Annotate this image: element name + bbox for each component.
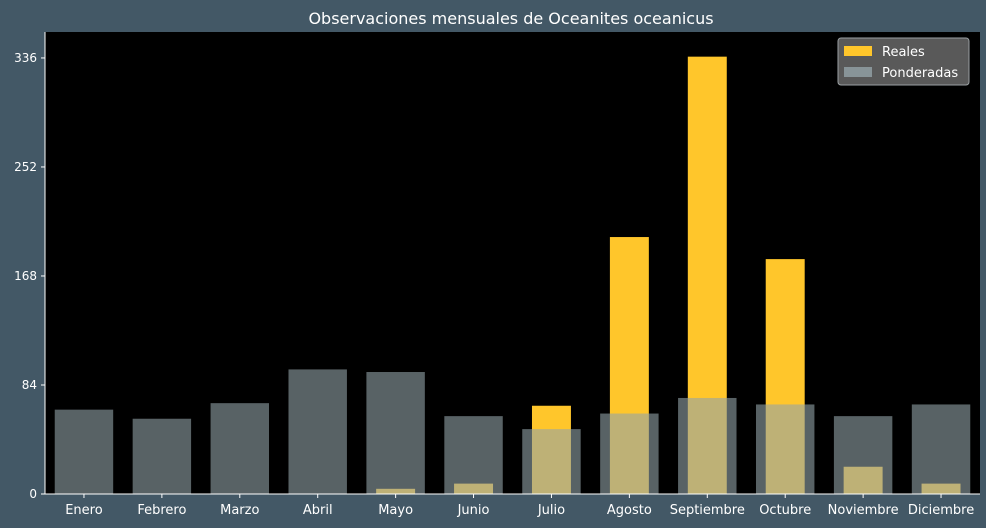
legend-label-reales: Reales: [882, 45, 925, 60]
x-axis: Enero Febrero Marzo Abril Mayo Junio Julio Agos…: [45, 493, 980, 518]
x-tick-label-julio: Julio: [537, 503, 565, 518]
x-tick-label-noviembre: Noviembre: [828, 503, 899, 518]
x-tick-label-febrero: Febrero: [137, 503, 186, 518]
bar-ponderadas-mayo: [366, 372, 425, 494]
bar-ponderadas-septiembre: [678, 397, 737, 494]
bar-ponderadas-noviembre: [833, 416, 893, 494]
bar-ponderadas-julio: [522, 429, 581, 494]
x-tick-label-marzo: Marzo: [220, 503, 259, 518]
x-tick-label-agosto: Agosto: [607, 503, 652, 518]
legend-label-ponderadas: Ponderadas: [882, 66, 958, 81]
bar-ponderadas-agosto: [600, 413, 659, 494]
x-tick-label-diciembre: Diciembre: [908, 503, 974, 518]
plot-area: [45, 32, 980, 494]
legend-swatch-reales: [844, 46, 872, 56]
chart-title: Observaciones mensuales de Oceanites oce…: [308, 9, 713, 28]
series-ponderadas-bars: [54, 369, 971, 494]
bar-ponderadas-febrero: [132, 418, 192, 494]
bar-ponderadas-octubre: [755, 404, 815, 494]
legend-swatch-ponderadas: [844, 67, 872, 77]
y-tick-label: 252: [14, 160, 37, 174]
y-tick-label: 168: [14, 269, 37, 283]
y-tick-label: 0: [29, 487, 37, 501]
bar-ponderadas-junio: [444, 416, 503, 494]
x-tick-label-abril: Abril: [303, 503, 333, 518]
bar-ponderadas-marzo: [210, 403, 270, 494]
y-tick-label: 84: [22, 378, 37, 392]
legend: Reales Ponderadas: [837, 37, 970, 86]
x-tick-label-enero: Enero: [65, 503, 103, 518]
x-tick-label-mayo: Mayo: [378, 503, 413, 518]
bar-ponderadas-enero: [54, 409, 114, 494]
x-tick-label-octubre: Octubre: [759, 503, 811, 518]
x-tick-label-junio: Junio: [457, 503, 490, 518]
x-tick-label-septiembre: Septiembre: [670, 503, 745, 518]
bar-ponderadas-abril: [288, 369, 347, 494]
y-axis: 0 84 168 252 336: [14, 32, 46, 501]
bar-ponderadas-diciembre: [911, 404, 971, 494]
y-tick-label: 336: [14, 51, 37, 65]
